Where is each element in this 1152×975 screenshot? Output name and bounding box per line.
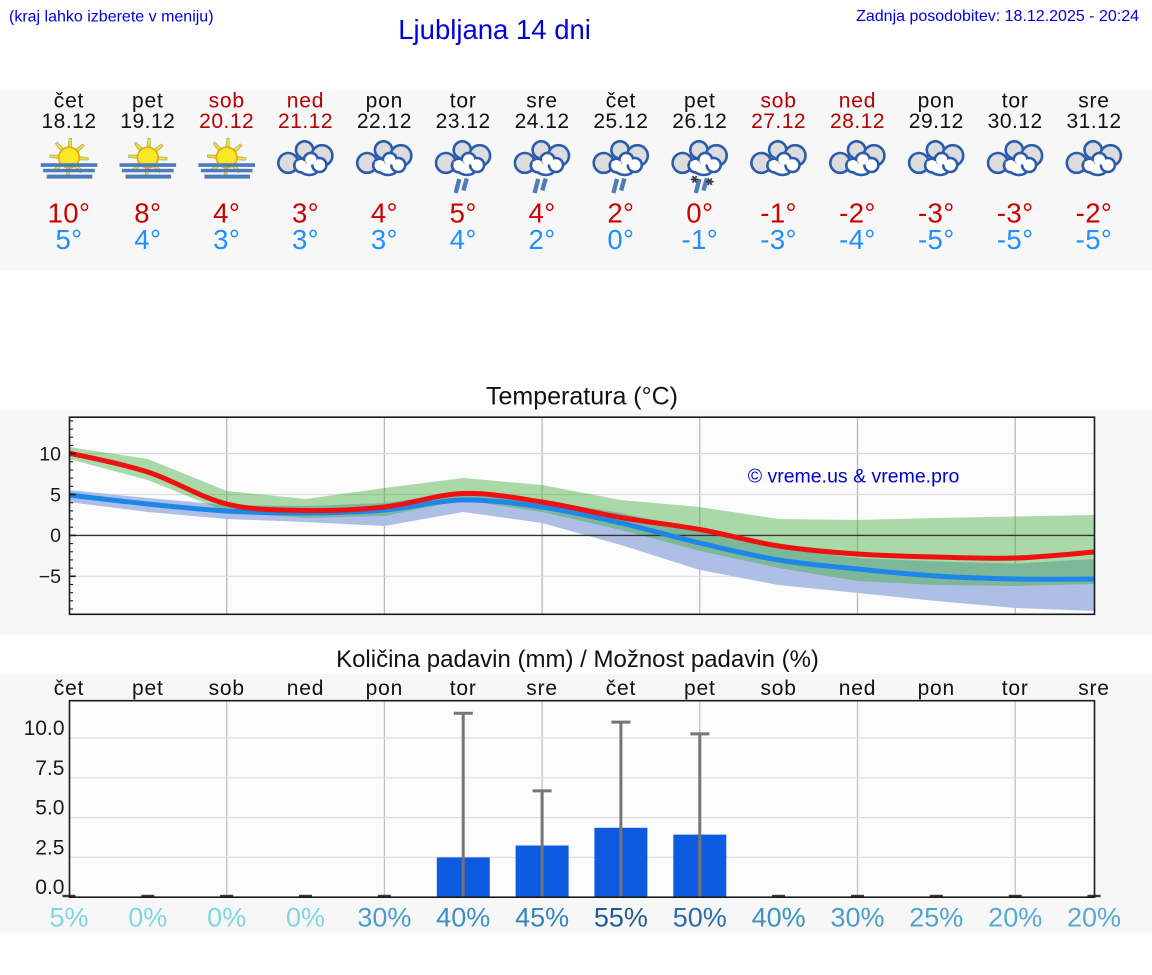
svg-text:0.0: 0.0 [35,876,64,899]
svg-text:5: 5 [50,484,61,506]
svg-text:-2°: -2° [839,198,876,229]
svg-text:-5°: -5° [918,224,955,255]
svg-text:čet: čet [54,89,84,112]
svg-text:30%: 30% [357,903,411,933]
svg-text:20.12: 20.12 [199,110,254,133]
svg-text:sob: sob [209,89,245,112]
svg-text:7.5: 7.5 [35,757,64,780]
svg-text:ned: ned [287,89,324,112]
svg-text:pet: pet [684,677,716,700]
svg-text:čet: čet [54,677,84,700]
svg-text:pet: pet [132,89,164,112]
svg-text:28.12: 28.12 [830,110,885,133]
svg-text:0%: 0% [128,903,167,933]
svg-text:5.0: 5.0 [35,797,64,820]
svg-text:Temperatura (°C): Temperatura (°C) [486,383,678,411]
svg-text:19.12: 19.12 [120,110,175,133]
svg-text:0%: 0% [207,903,246,933]
svg-text:5°: 5° [55,224,82,255]
svg-text:tor: tor [450,677,477,700]
svg-text:3°: 3° [371,224,398,255]
svg-text:3°: 3° [292,224,319,255]
svg-text:pon: pon [918,677,955,700]
svg-text:-4°: -4° [839,224,876,255]
svg-text:4°: 4° [213,198,240,229]
svg-text:sob: sob [760,89,796,112]
svg-text:čet: čet [606,677,636,700]
svg-text:© vreme.us & vreme.pro: © vreme.us & vreme.pro [748,466,960,488]
svg-text:(kraj lahko izberete v meniju): (kraj lahko izberete v meniju) [9,9,214,26]
svg-text:Količina padavin (mm) / Možnos: Količina padavin (mm) / Možnost padavin … [336,646,819,673]
svg-text:čet: čet [606,89,636,112]
svg-text:45%: 45% [515,903,569,933]
svg-text:8°: 8° [134,198,161,229]
svg-text:tor: tor [450,89,477,112]
svg-text:5%: 5% [49,903,88,933]
svg-text:0°: 0° [686,198,713,229]
svg-text:27.12: 27.12 [751,110,806,133]
svg-text:-5°: -5° [997,224,1034,255]
svg-text:22.12: 22.12 [357,110,412,133]
svg-text:55%: 55% [594,903,648,933]
svg-text:5°: 5° [450,198,477,229]
svg-text:25.12: 25.12 [593,110,648,133]
svg-text:sre: sre [526,89,558,112]
svg-text:10.0: 10.0 [24,717,65,740]
svg-text:0°: 0° [607,224,634,255]
svg-text:30.12: 30.12 [988,110,1043,133]
svg-text:25%: 25% [909,903,963,933]
svg-text:4°: 4° [529,198,556,229]
svg-text:4°: 4° [134,224,161,255]
svg-text:23.12: 23.12 [436,110,491,133]
svg-text:-3°: -3° [997,198,1034,229]
svg-text:pet: pet [132,677,164,700]
svg-text:10°: 10° [48,198,91,229]
svg-text:sre: sre [526,677,558,700]
svg-text:sob: sob [760,677,796,700]
svg-text:10: 10 [39,443,61,465]
svg-text:ned: ned [839,677,876,700]
svg-text:Zadnja posodobitev: 18.12.2025: Zadnja posodobitev: 18.12.2025 - 20:24 [856,8,1139,25]
svg-text:sob: sob [209,677,245,700]
svg-text:30%: 30% [830,903,884,933]
svg-text:20%: 20% [1067,903,1121,933]
svg-text:26.12: 26.12 [672,110,727,133]
svg-text:18.12: 18.12 [41,110,96,133]
svg-text:3°: 3° [292,198,319,229]
svg-text:pon: pon [366,89,403,112]
svg-text:-5°: -5° [1076,224,1113,255]
svg-text:2°: 2° [529,224,556,255]
svg-text:20%: 20% [988,903,1042,933]
svg-text:-1°: -1° [681,224,718,255]
svg-text:sre: sre [1078,677,1110,700]
svg-text:2°: 2° [607,198,634,229]
svg-text:31.12: 31.12 [1066,110,1121,133]
svg-text:tor: tor [1002,677,1029,700]
svg-text:0: 0 [50,525,61,547]
svg-text:-1°: -1° [760,198,797,229]
svg-text:4°: 4° [450,224,477,255]
svg-text:3°: 3° [213,224,240,255]
svg-text:tor: tor [1002,89,1029,112]
svg-text:-3°: -3° [918,198,955,229]
svg-text:21.12: 21.12 [278,110,333,133]
svg-text:sre: sre [1078,89,1110,112]
svg-text:pon: pon [918,89,955,112]
svg-text:ned: ned [287,677,324,700]
svg-text:4°: 4° [371,198,398,229]
svg-text:-2°: -2° [1076,198,1113,229]
svg-text:29.12: 29.12 [909,110,964,133]
svg-text:50%: 50% [673,903,727,933]
svg-text:-3°: -3° [760,224,797,255]
svg-text:40%: 40% [436,903,490,933]
svg-text:24.12: 24.12 [515,110,570,133]
svg-text:40%: 40% [752,903,806,933]
svg-text:Ljubljana 14 dni: Ljubljana 14 dni [398,14,591,45]
svg-text:−5: −5 [39,566,61,588]
svg-text:0%: 0% [286,903,325,933]
svg-text:pet: pet [684,89,716,112]
svg-text:pon: pon [366,677,403,700]
svg-text:ned: ned [839,89,876,112]
svg-text:2.5: 2.5 [35,836,64,859]
